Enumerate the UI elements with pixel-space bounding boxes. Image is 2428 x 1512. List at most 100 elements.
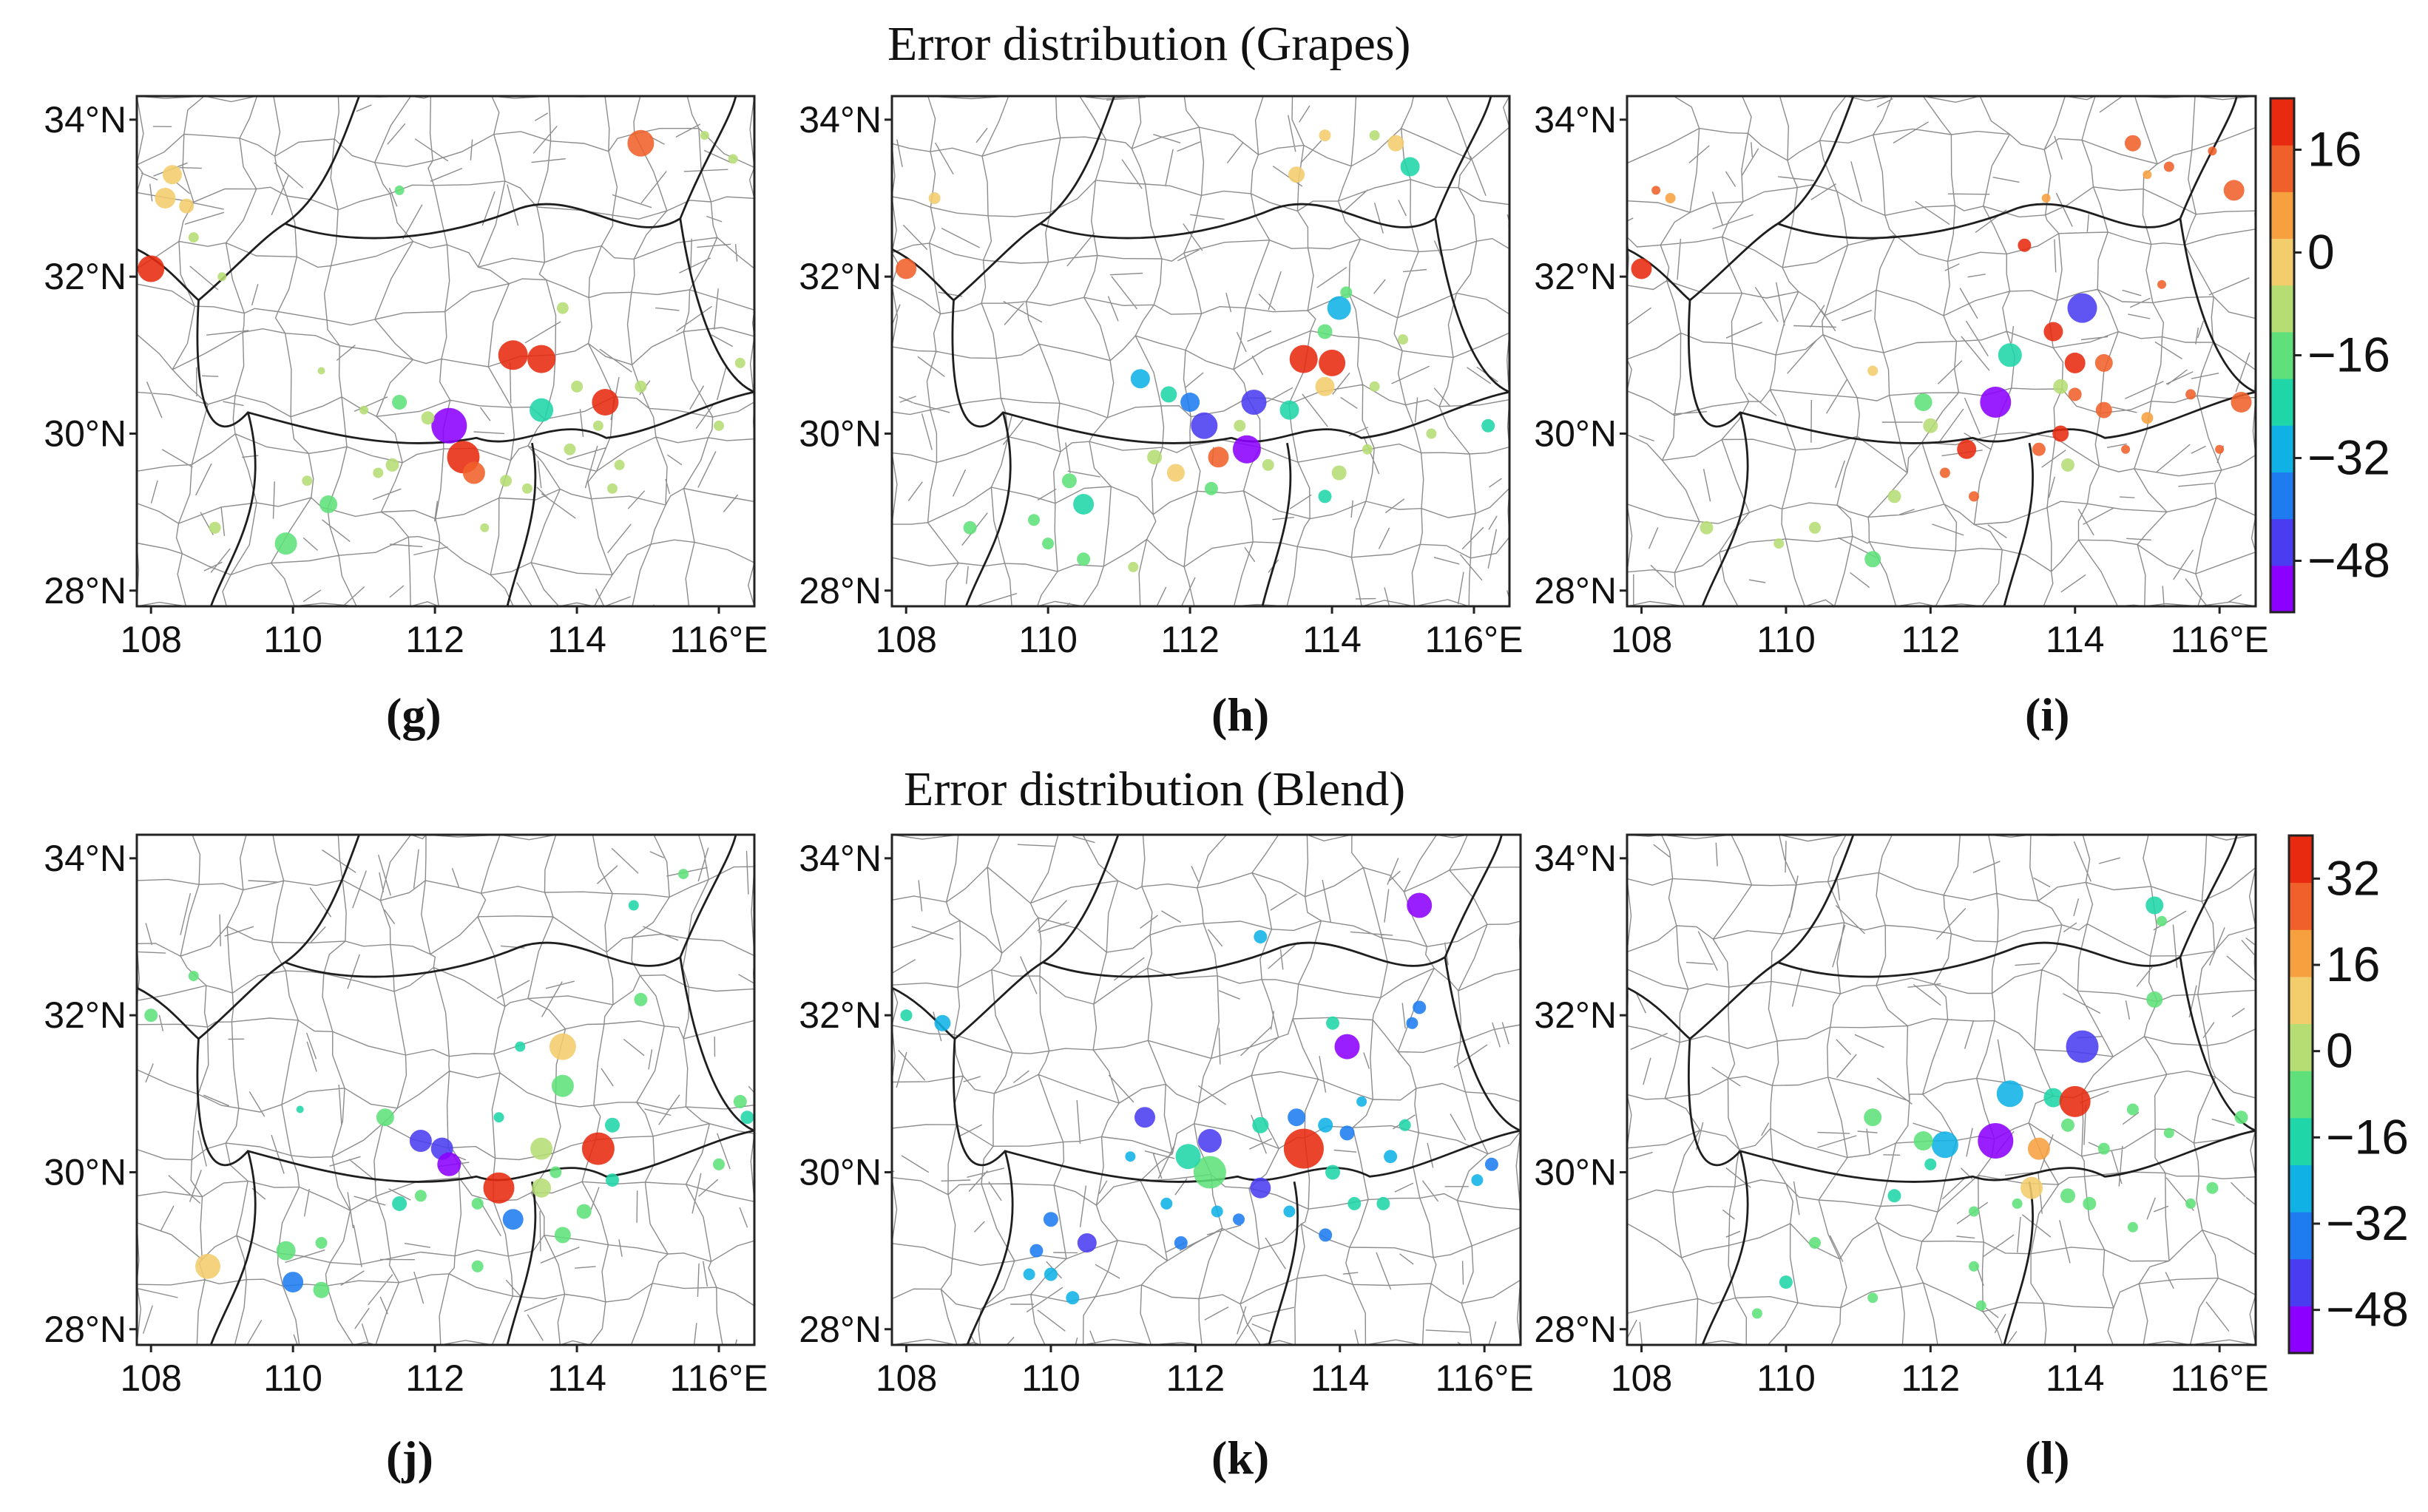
station-error-point <box>2061 458 2074 472</box>
station-error-point <box>409 1130 432 1152</box>
station-error-point <box>1996 1080 2023 1108</box>
station-error-point <box>2157 915 2167 926</box>
panel-label-h: (h) <box>1211 688 1270 741</box>
station-error-point <box>392 395 408 410</box>
lon-tick-label: 114 <box>1311 1357 1370 1399</box>
colorbar-segment <box>2289 882 2313 930</box>
colorbar-tick-label: 0 <box>2326 1023 2353 1078</box>
lon-tick-label: 114 <box>2046 619 2105 660</box>
lon-tick-label: 114 <box>547 1357 606 1399</box>
county-lines <box>1627 835 2256 1345</box>
station-error-point <box>1413 1000 1427 1014</box>
station-error-point <box>2053 379 2069 394</box>
colorbar-tick-label: 16 <box>2326 937 2380 991</box>
station-error-point <box>1319 349 1346 376</box>
lat-tick-label: 28°N <box>799 1309 882 1350</box>
station-error-point <box>462 461 485 484</box>
station-error-point <box>2146 991 2163 1008</box>
colorbar-tick-label: −16 <box>2307 328 2390 382</box>
station-error-point <box>2095 401 2112 418</box>
lon-tick-label: 108 <box>876 1357 937 1399</box>
station-error-point <box>1398 334 1408 345</box>
colorbar-segment <box>2270 379 2294 426</box>
colorbar-segment <box>2289 835 2313 884</box>
map-frame <box>1626 95 2257 608</box>
station-error-point <box>2206 1182 2219 1194</box>
station-error-point <box>1978 1123 2014 1159</box>
station-error-point <box>1347 1196 1362 1210</box>
county-lines <box>892 835 1521 1345</box>
station-error-point <box>1887 1189 1901 1203</box>
station-error-point <box>606 1173 619 1187</box>
station-error-point <box>1376 1196 1390 1210</box>
lon-tick-label: 116°E <box>1424 619 1523 660</box>
station-error-point <box>521 483 532 494</box>
lat-tick-label: 34°N <box>799 99 882 140</box>
station-error-point <box>2185 1198 2197 1209</box>
station-error-point <box>1665 193 1676 203</box>
station-error-point <box>1211 1205 1223 1218</box>
station-error-point <box>934 1014 951 1031</box>
station-error-point <box>2094 353 2113 372</box>
station-error-point <box>2121 444 2131 454</box>
station-error-point <box>2064 352 2086 373</box>
province-borders <box>1627 835 2256 1345</box>
station-error-point <box>1029 1244 1044 1258</box>
station-error-point <box>209 521 221 534</box>
station-error-point <box>1317 324 1333 339</box>
station-error-point <box>900 1009 913 1022</box>
station-error-point <box>2052 425 2069 442</box>
panel-label-i: (i) <box>2025 688 2070 741</box>
station-error-point <box>1066 1291 1080 1305</box>
lat-tick-label: 32°N <box>799 994 882 1036</box>
station-error-point <box>179 198 195 214</box>
lon-tick-label: 116°E <box>2171 619 2269 660</box>
station-error-point <box>1369 130 1380 141</box>
lat-tick-label: 28°N <box>1534 1309 1617 1350</box>
station-error-point <box>385 458 399 472</box>
station-error-point <box>1283 1205 1296 1218</box>
station-error-point <box>437 1152 461 1176</box>
station-error-point <box>1250 1177 1271 1199</box>
station-error-point <box>498 340 528 370</box>
station-error-point <box>1998 343 2022 367</box>
colorbar-frame <box>2287 834 2314 1355</box>
station-error-point <box>1887 489 1901 504</box>
station-error-point <box>1923 418 1938 433</box>
station-error-point <box>188 971 199 982</box>
station-error-point <box>1325 1164 1340 1180</box>
lat-tick-label: 34°N <box>1534 99 1617 140</box>
lon-tick-label: 116°E <box>669 1357 768 1399</box>
station-error-point <box>313 1281 330 1298</box>
station-error-point <box>1969 491 1979 502</box>
station-error-point <box>530 1137 553 1160</box>
station-error-point <box>592 389 619 416</box>
lon-tick-label: 114 <box>1302 619 1362 660</box>
lat-tick-label: 28°N <box>44 570 126 611</box>
station-error-point <box>2127 1221 2138 1233</box>
station-error-point <box>2185 389 2197 400</box>
station-error-point <box>556 302 569 314</box>
station-error-point <box>581 1132 615 1165</box>
station-error-point <box>614 459 625 470</box>
station-error-point <box>1975 1300 1986 1311</box>
station-error-point <box>627 129 655 157</box>
station-error-point <box>274 532 297 555</box>
station-error-point <box>155 188 176 209</box>
station-error-point <box>1426 428 1437 439</box>
map-frame <box>135 95 756 608</box>
station-error-point <box>605 1117 620 1133</box>
map-frame <box>1626 833 2257 1346</box>
station-error-point <box>373 467 384 478</box>
station-error-point <box>1924 1158 1937 1170</box>
station-error-point <box>1914 393 1932 411</box>
station-error-point <box>592 420 603 431</box>
station-error-point <box>549 1166 562 1179</box>
station-error-point <box>2163 161 2174 172</box>
station-error-point <box>1043 1212 1058 1227</box>
panel-label-j: (j) <box>386 1431 433 1484</box>
station-error-point <box>1315 376 1335 396</box>
station-error-point <box>1651 186 1661 195</box>
lat-tick-label: 32°N <box>44 256 126 297</box>
colorbar-tick-label: 32 <box>2326 850 2380 905</box>
